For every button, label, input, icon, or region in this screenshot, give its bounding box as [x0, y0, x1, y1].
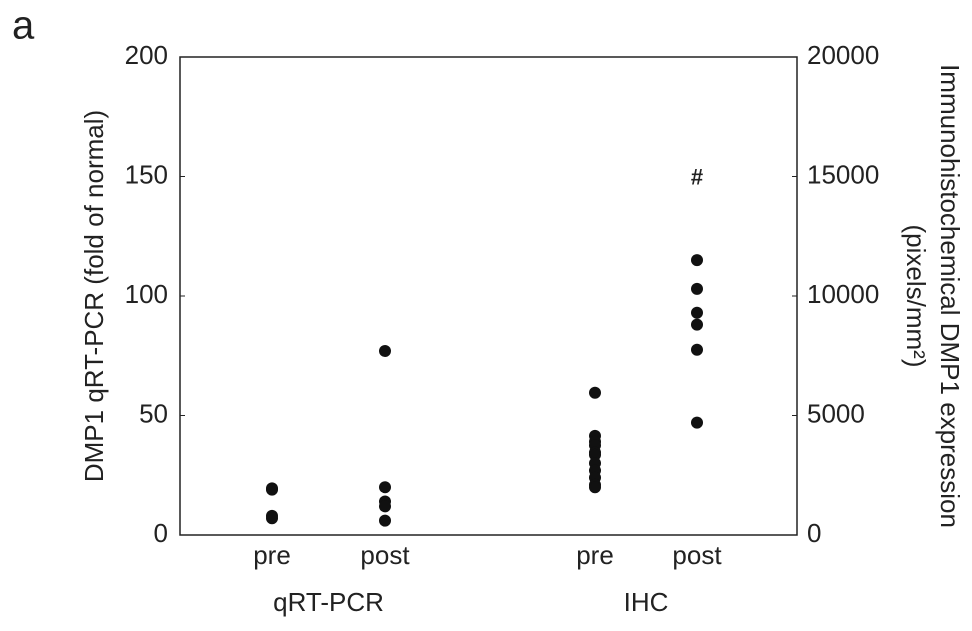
y2-axis-label: (pixels/mm²) [901, 225, 931, 368]
plot-frame [179, 56, 798, 536]
y2-tick-label: 10000 [807, 279, 879, 309]
group-label: IHC [624, 587, 669, 617]
annotation: # [691, 165, 703, 190]
y-tick-label: 0 [154, 518, 168, 548]
y-axis-label: DMP1 qRT-PCR (fold of normal) [79, 110, 109, 482]
x-tick-label: pre [576, 540, 614, 570]
dot [266, 483, 278, 496]
dot [379, 344, 391, 357]
x-tick-label: post [360, 540, 410, 570]
panel-label: a [12, 4, 35, 48]
y-tick-label: 100 [125, 279, 168, 309]
y2-tick-label: 15000 [807, 159, 879, 189]
dot [379, 500, 391, 513]
dot [691, 282, 703, 295]
dot [691, 343, 703, 356]
y-tick-label: 50 [139, 398, 168, 428]
dot [589, 386, 601, 399]
x-tick-label: pre [253, 540, 291, 570]
dot [589, 481, 601, 494]
y2-tick-label: 20000 [807, 40, 879, 70]
y-tick-label: 200 [125, 40, 168, 70]
dot [691, 306, 703, 319]
dot [379, 481, 391, 494]
y2-axis-label: Immunohistochemical DMP1 expression [935, 64, 965, 528]
dot [691, 254, 703, 267]
y2-tick-label: 5000 [807, 398, 865, 428]
dot [266, 512, 278, 525]
dot [691, 318, 703, 331]
dot [589, 448, 601, 461]
x-tick-label: post [672, 540, 722, 570]
group-label: qRT-PCR [273, 587, 384, 617]
dot [691, 416, 703, 429]
y-tick-label: 150 [125, 159, 168, 189]
y2-tick-label: 0 [807, 518, 821, 548]
dot [379, 514, 391, 527]
